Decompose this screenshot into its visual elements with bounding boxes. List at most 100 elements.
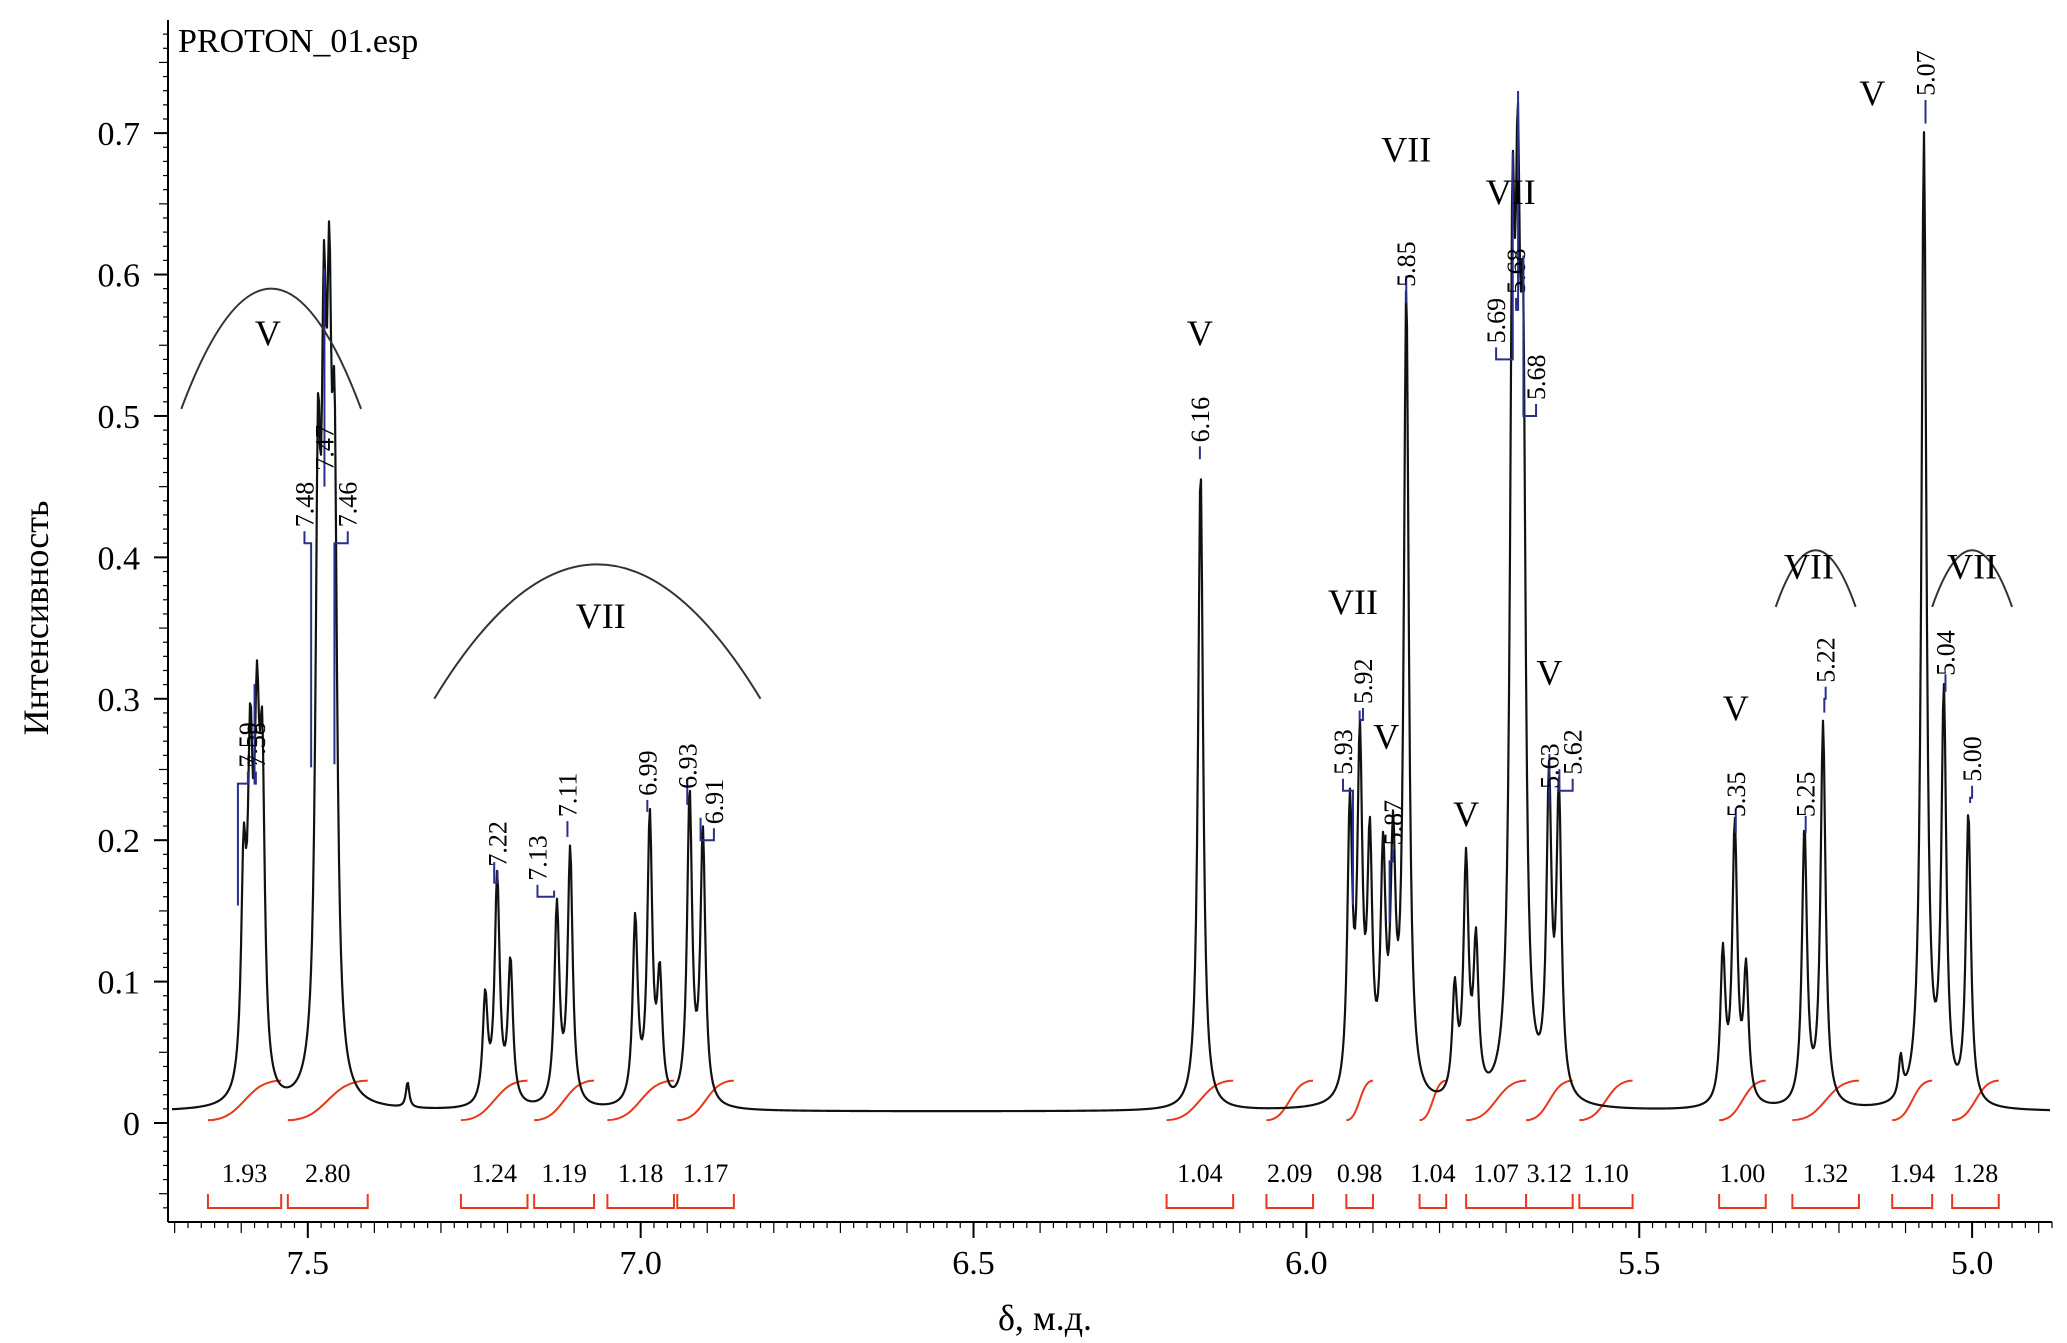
axes — [167, 20, 2052, 1223]
compound-arc — [1774, 549, 1857, 608]
integral-bracket — [1165, 1194, 1235, 1209]
integral-bracket — [533, 1194, 596, 1209]
peak-shift-label: 5.85 — [1392, 241, 1421, 287]
compound-label: VII — [1381, 129, 1431, 169]
x-axis-label: δ, м.д. — [998, 1298, 1092, 1338]
compound-label: V — [1536, 653, 1562, 693]
peak-leader-line — [1522, 255, 1538, 417]
peak-leader-line — [303, 531, 313, 768]
integral-value: 0.98 — [1337, 1159, 1383, 1188]
integral-curve — [287, 1079, 368, 1122]
compound-arc — [180, 287, 362, 410]
x-tick-label: 5.0 — [1951, 1245, 1994, 1282]
x-tick-label: 7.5 — [287, 1245, 330, 1282]
integral-value: 1.28 — [1953, 1159, 1999, 1188]
peak-shift-label: 5.93 — [1329, 729, 1358, 775]
integral-bracket — [676, 1194, 735, 1209]
peak-shift-label: 7.59 — [234, 722, 263, 768]
integral-value: 1.00 — [1720, 1159, 1766, 1188]
peak-shift-label: 5.92 — [1349, 658, 1378, 704]
y-tick-label: 0.7 — [98, 116, 141, 153]
peak-shift-label: 6.16 — [1186, 397, 1215, 443]
compound-label: VII — [1486, 172, 1536, 212]
integral-bracket — [1418, 1194, 1448, 1209]
peak-shift-label: 7.47 — [310, 425, 339, 471]
compound-label: V — [255, 313, 281, 353]
peak-shift-label: 5.25 — [1792, 772, 1821, 818]
peak-leader-line — [1515, 91, 1520, 311]
axis-ticks: 7.5 7.0 6.5 6.0 5.5 5.000.10.20.30.40.50.60.7 — [98, 33, 2053, 1282]
integral-curve — [1792, 1079, 1859, 1122]
y-tick-label: 0 — [123, 1106, 140, 1143]
integral-value: 2.09 — [1267, 1159, 1313, 1188]
integral-bracket — [1791, 1194, 1860, 1209]
integral-bracket — [606, 1194, 675, 1209]
y-tick-label: 0.2 — [98, 823, 141, 860]
peak-shift-label: 7.58 — [242, 722, 271, 768]
integral-bracket — [1525, 1194, 1574, 1209]
peak-shift-label: 5.07 — [1912, 50, 1941, 96]
integral-value: 1.94 — [1889, 1159, 1935, 1188]
integral-bracket — [459, 1194, 529, 1209]
integral-curve — [1419, 1079, 1447, 1122]
integral-curve — [1266, 1079, 1314, 1122]
peak-shift-label: 5.00 — [1958, 736, 1987, 782]
integral-curve — [1346, 1079, 1374, 1122]
integral-value: 1.24 — [471, 1159, 517, 1188]
integral-curve — [1579, 1079, 1633, 1122]
integral-value: 1.04 — [1410, 1159, 1456, 1188]
peak-shift-label: 7.13 — [523, 835, 552, 881]
integral-bracket — [286, 1194, 369, 1209]
integral-brackets: 1.93 2.80 1.24 1.19 1.18 1.17 1.04 2.09 0.98 1.04… — [206, 1159, 2000, 1209]
peak-shift-label: 5.04 — [1931, 630, 1960, 676]
peak-shift-label: 5.68 — [1502, 248, 1531, 294]
compound-label: VII — [1328, 582, 1378, 622]
peak-shift-label: 6.93 — [673, 743, 702, 789]
peak-shift-label: 6.91 — [700, 779, 729, 825]
integral-bracket — [1951, 1194, 2000, 1209]
compound-label: VII — [576, 596, 626, 636]
peak-leader-line — [1495, 152, 1514, 361]
compound-label: VII — [1947, 547, 1997, 587]
peak-shift-label: 5.68 — [1522, 354, 1551, 400]
peak-leader-line — [493, 862, 499, 884]
integral-curve — [1466, 1079, 1527, 1122]
integral-curve — [1719, 1079, 1766, 1122]
y-tick-label: 0.6 — [98, 258, 141, 295]
y-tick-label: 0.5 — [98, 399, 141, 436]
integral-value: 1.07 — [1473, 1159, 1519, 1188]
peak-leader-line — [699, 817, 715, 842]
peak-leader-line — [1388, 849, 1394, 924]
integral-curve — [1525, 1079, 1573, 1122]
compound-label: V — [1187, 313, 1213, 353]
integral-value: 1.04 — [1177, 1159, 1223, 1188]
integral-bracket — [1265, 1194, 1315, 1209]
compound-label: V — [1453, 794, 1479, 834]
integral-bracket — [1578, 1194, 1634, 1209]
x-tick-label: 5.5 — [1618, 1245, 1661, 1282]
integral-curve — [607, 1079, 674, 1122]
integral-value: 1.10 — [1583, 1159, 1629, 1188]
peak-leader-line — [253, 684, 257, 785]
peak-leader-line — [536, 884, 556, 898]
integral-value: 1.32 — [1803, 1159, 1849, 1188]
peak-labels: 7.597.58 7.48 7.47 7.46 7.22 7.137.11 6.99 6.93… — [234, 50, 1987, 924]
integral-value: 1.19 — [541, 1159, 587, 1188]
peak-shift-label: 7.48 — [290, 482, 319, 528]
peak-shift-label: 5.62 — [1559, 729, 1588, 775]
peak-shift-label: 5.87 — [1379, 800, 1408, 846]
integral-value: 1.17 — [683, 1159, 729, 1188]
integral-bracket — [1345, 1194, 1374, 1209]
compound-arc — [433, 563, 762, 700]
compound-label: V — [1373, 716, 1399, 756]
integral-curve — [677, 1079, 734, 1122]
compound-arc — [1931, 549, 2014, 608]
peak-leader-line — [1558, 769, 1574, 792]
peak-leader-line — [236, 771, 249, 906]
integral-curve — [207, 1079, 282, 1122]
peak-shift-label: 5.22 — [1812, 637, 1841, 683]
peak-shift-label: 7.22 — [484, 821, 513, 867]
compound-label: V — [1723, 688, 1749, 728]
